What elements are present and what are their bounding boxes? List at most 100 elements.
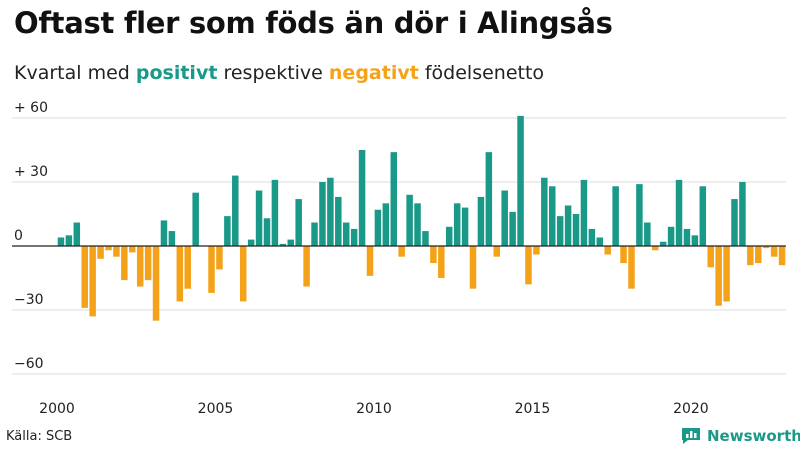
bar: [667, 226, 675, 246]
bar: [382, 203, 390, 246]
bar: [57, 237, 65, 246]
bar: [216, 246, 223, 270]
bar: [533, 246, 540, 255]
bar: [327, 177, 334, 246]
bar: [541, 177, 548, 246]
bar: [525, 246, 532, 285]
bar: [659, 241, 667, 246]
bar: [438, 246, 445, 278]
bar: [747, 246, 754, 266]
bar: [430, 246, 437, 264]
bar: [358, 150, 366, 246]
bar: [620, 246, 627, 264]
bar: [707, 246, 714, 268]
bar: [160, 220, 168, 246]
bar: [390, 152, 398, 246]
chart-title: Oftast fler som föds än dör i Alingsås: [14, 6, 613, 40]
bar: [224, 216, 231, 246]
bar: [509, 211, 516, 246]
bar: [374, 209, 382, 246]
bar: [485, 152, 493, 246]
y-tick-label: + 30: [14, 164, 48, 180]
bar: [564, 205, 572, 246]
bar: [445, 226, 453, 246]
subtitle-positive-word: positivt: [135, 62, 218, 84]
x-tick-label: 2005: [198, 401, 234, 417]
bar: [152, 246, 160, 321]
subtitle-text-2: respektive: [217, 62, 329, 84]
bar: [644, 222, 651, 246]
brand-logo[interactable]: Newsworthy: [680, 426, 800, 446]
bars: [57, 115, 786, 321]
bar: [628, 246, 635, 289]
bar: [477, 196, 485, 246]
bar: [255, 190, 263, 246]
bar: [97, 246, 104, 259]
bar: [239, 246, 247, 302]
bar: [469, 246, 477, 289]
bar: [176, 246, 184, 302]
x-tick-label: 2010: [356, 401, 392, 417]
brand-name: Newsworthy: [707, 427, 800, 445]
bar: [303, 246, 310, 287]
bar: [731, 199, 738, 246]
bar: [81, 246, 88, 308]
bar: [105, 246, 112, 251]
bar: [715, 246, 722, 306]
bar: [279, 243, 287, 246]
x-tick-label: 2000: [39, 401, 75, 417]
grid-lines: [12, 117, 786, 375]
bar: [636, 184, 643, 246]
bar: [549, 186, 556, 246]
bar: [65, 235, 73, 246]
subtitle-negative-word: negativt: [328, 62, 419, 84]
source-label: Källa: SCB: [6, 429, 73, 444]
bar: [335, 196, 342, 246]
bar: [723, 246, 730, 302]
bar: [414, 203, 421, 246]
bar: [89, 246, 96, 317]
bar: [232, 175, 239, 246]
bar: [517, 115, 524, 247]
bar: [144, 246, 152, 281]
bar: [762, 246, 770, 249]
bar: [263, 218, 271, 246]
bar: [556, 216, 564, 246]
bar: [192, 192, 199, 246]
bar: [319, 182, 326, 246]
bar: [136, 246, 144, 287]
bar: [342, 222, 350, 246]
bar: [588, 228, 596, 246]
subtitle-text-3: födelsenetto: [418, 62, 545, 84]
bar: [596, 237, 604, 246]
bar: [73, 222, 81, 246]
bar: [755, 246, 762, 264]
bar: [398, 246, 405, 257]
bar: [129, 246, 136, 253]
subtitle-text-1: Kvartal med: [14, 62, 136, 84]
chart-subtitle: Kvartal med positivt respektive negativt…: [14, 62, 544, 84]
bar: [691, 235, 699, 246]
bar: [612, 186, 619, 246]
bar: [453, 203, 461, 246]
newsworthy-logo-icon: [682, 428, 700, 444]
y-tick-label: 0: [14, 228, 23, 244]
bar: [406, 194, 413, 246]
x-tick-label: 2015: [515, 401, 551, 417]
y-tick-label: −30: [14, 292, 44, 308]
y-tick-label: −60: [14, 356, 44, 372]
x-tick-label: 2020: [673, 401, 709, 417]
bar: [652, 246, 659, 251]
bar: [184, 246, 191, 289]
bar: [580, 179, 588, 246]
bar: [311, 222, 318, 246]
bar: [422, 231, 429, 246]
bar: [604, 246, 611, 255]
bar: [271, 179, 279, 246]
axis-labels: + 60 + 30 0 −30 −60 2000 2005 2010 2015 2020: [12, 100, 786, 417]
bar: [572, 214, 580, 246]
bar: [501, 190, 508, 246]
bar: [121, 246, 128, 281]
bar: [461, 207, 469, 246]
